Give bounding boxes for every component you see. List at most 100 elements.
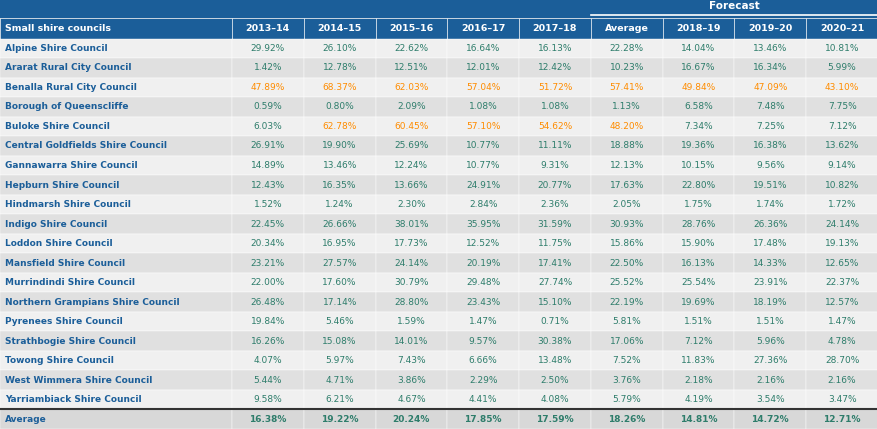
Text: 3.54%: 3.54% bbox=[755, 395, 784, 404]
Bar bbox=[446, 312, 518, 332]
Bar bbox=[375, 97, 446, 117]
Bar bbox=[0, 39, 232, 58]
Bar bbox=[518, 371, 590, 390]
Text: 12.65%: 12.65% bbox=[824, 259, 859, 268]
Text: 57.10%: 57.10% bbox=[466, 122, 500, 131]
Bar bbox=[733, 214, 805, 234]
Text: 16.13%: 16.13% bbox=[681, 259, 715, 268]
Bar bbox=[590, 253, 662, 273]
Text: 5.79%: 5.79% bbox=[611, 395, 640, 404]
Bar bbox=[375, 234, 446, 253]
Text: 27.57%: 27.57% bbox=[322, 259, 356, 268]
Text: 15.86%: 15.86% bbox=[609, 239, 644, 248]
Bar bbox=[518, 39, 590, 58]
Text: 1.72%: 1.72% bbox=[827, 200, 855, 209]
Bar bbox=[446, 253, 518, 273]
Bar bbox=[446, 156, 518, 175]
Bar bbox=[0, 97, 232, 117]
Text: 10.82%: 10.82% bbox=[824, 181, 859, 190]
Text: 7.25%: 7.25% bbox=[755, 122, 784, 131]
Text: Small shire councils: Small shire councils bbox=[5, 24, 111, 33]
Text: 60.45%: 60.45% bbox=[394, 122, 428, 131]
Bar bbox=[733, 409, 805, 429]
Bar bbox=[733, 195, 805, 214]
Text: 16.26%: 16.26% bbox=[251, 337, 285, 346]
Text: 14.81%: 14.81% bbox=[679, 415, 717, 424]
Text: Mansfield Shire Council: Mansfield Shire Council bbox=[5, 259, 125, 268]
Bar bbox=[375, 58, 446, 78]
Text: 17.60%: 17.60% bbox=[322, 278, 356, 287]
Text: 6.66%: 6.66% bbox=[468, 356, 497, 365]
Text: 22.45%: 22.45% bbox=[251, 220, 285, 229]
Bar bbox=[0, 273, 232, 293]
Bar bbox=[0, 78, 232, 97]
Text: 47.89%: 47.89% bbox=[251, 83, 285, 92]
Text: Indigo Shire Council: Indigo Shire Council bbox=[5, 220, 107, 229]
Text: 1.24%: 1.24% bbox=[325, 200, 353, 209]
Text: Northern Grampians Shire Council: Northern Grampians Shire Council bbox=[5, 298, 180, 307]
Text: 12.42%: 12.42% bbox=[538, 63, 572, 73]
Bar bbox=[805, 39, 877, 58]
Text: Murrindindi Shire Council: Murrindindi Shire Council bbox=[5, 278, 135, 287]
Text: 30.38%: 30.38% bbox=[537, 337, 572, 346]
Text: 51.72%: 51.72% bbox=[538, 83, 572, 92]
Text: Strathbogie Shire Council: Strathbogie Shire Council bbox=[5, 337, 136, 346]
Bar bbox=[446, 58, 518, 78]
Text: Average: Average bbox=[604, 24, 648, 33]
Bar bbox=[0, 293, 232, 312]
Bar bbox=[518, 234, 590, 253]
Bar bbox=[733, 351, 805, 371]
Bar bbox=[375, 195, 446, 214]
Bar bbox=[662, 78, 733, 97]
Text: 22.37%: 22.37% bbox=[824, 278, 859, 287]
Bar bbox=[0, 175, 232, 195]
Bar bbox=[518, 175, 590, 195]
Bar bbox=[446, 97, 518, 117]
Bar bbox=[590, 175, 662, 195]
Text: 30.79%: 30.79% bbox=[394, 278, 428, 287]
Bar bbox=[303, 39, 375, 58]
Bar bbox=[662, 332, 733, 351]
Text: 6.03%: 6.03% bbox=[253, 122, 282, 131]
Bar bbox=[518, 58, 590, 78]
Text: 12.24%: 12.24% bbox=[394, 161, 428, 170]
Text: Central Goldfields Shire Council: Central Goldfields Shire Council bbox=[5, 142, 168, 151]
Text: 26.91%: 26.91% bbox=[251, 142, 285, 151]
Bar bbox=[232, 332, 303, 351]
Text: Hindmarsh Shire Council: Hindmarsh Shire Council bbox=[5, 200, 131, 209]
Bar bbox=[805, 97, 877, 117]
Text: 22.50%: 22.50% bbox=[609, 259, 643, 268]
Text: 17.06%: 17.06% bbox=[609, 337, 644, 346]
Bar bbox=[446, 78, 518, 97]
Bar bbox=[303, 58, 375, 78]
Text: 12.01%: 12.01% bbox=[466, 63, 500, 73]
Text: 2013–14: 2013–14 bbox=[246, 24, 289, 33]
Bar bbox=[518, 214, 590, 234]
Text: 7.12%: 7.12% bbox=[827, 122, 855, 131]
Bar bbox=[662, 97, 733, 117]
Bar bbox=[590, 97, 662, 117]
Text: 19.69%: 19.69% bbox=[681, 298, 715, 307]
Bar bbox=[0, 0, 877, 18]
Bar bbox=[662, 390, 733, 409]
Bar bbox=[0, 214, 232, 234]
Bar bbox=[303, 195, 375, 214]
Bar bbox=[590, 312, 662, 332]
Bar bbox=[446, 136, 518, 156]
Bar bbox=[805, 175, 877, 195]
Bar bbox=[303, 18, 375, 39]
Text: 0.71%: 0.71% bbox=[540, 317, 568, 326]
Bar bbox=[733, 273, 805, 293]
Bar bbox=[446, 195, 518, 214]
Bar bbox=[232, 117, 303, 136]
Bar bbox=[232, 97, 303, 117]
Bar bbox=[518, 409, 590, 429]
Bar bbox=[446, 117, 518, 136]
Bar bbox=[446, 18, 518, 39]
Text: 2019–20: 2019–20 bbox=[747, 24, 792, 33]
Bar bbox=[232, 253, 303, 273]
Text: 18.26%: 18.26% bbox=[608, 415, 645, 424]
Bar bbox=[446, 175, 518, 195]
Bar bbox=[805, 273, 877, 293]
Text: 23.21%: 23.21% bbox=[251, 259, 285, 268]
